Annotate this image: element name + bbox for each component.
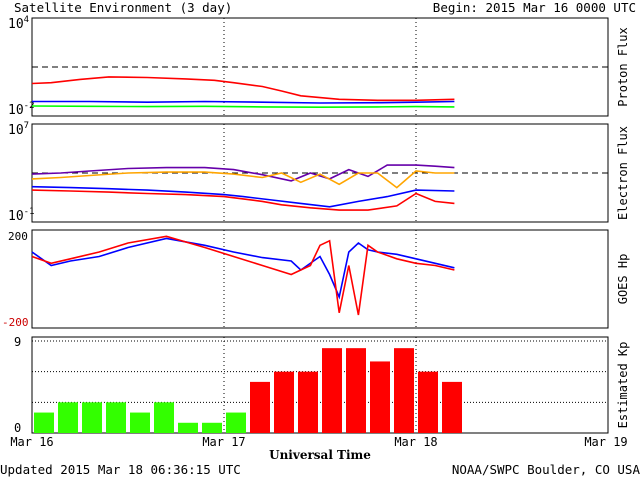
proton-series-green	[31, 105, 455, 109]
kp-bar	[82, 402, 102, 433]
kp-bar	[322, 348, 342, 433]
xtick-mar18: Mar 18	[394, 435, 437, 449]
electron-ytick-top: 107	[8, 121, 29, 138]
xaxis-title: Universal Time	[269, 448, 371, 462]
kp-bar	[178, 422, 198, 433]
electron-ylabel: Electron Flux	[616, 126, 630, 220]
kp-ylabel: Estimated Kp	[616, 342, 630, 429]
xtick-mar19: Mar 19	[584, 435, 627, 449]
electron-series-purple	[31, 164, 455, 182]
proton-ytick-top: 104	[8, 15, 29, 32]
kp-bar	[370, 361, 390, 433]
hp-ytick-top: 200	[8, 230, 28, 243]
credit-text: NOAA/SWPC Boulder, CO USA	[451, 462, 640, 477]
kp-bar	[250, 381, 270, 433]
kp-bar	[274, 371, 294, 433]
electron-ytick-bottom: 10-1	[8, 207, 35, 224]
proton-series-blue	[32, 100, 455, 104]
kp-bar	[34, 412, 54, 433]
kp-ytick-top: 9	[14, 335, 21, 349]
kp-bar	[298, 371, 318, 433]
kp-bar	[346, 348, 366, 433]
xtick-mar17: Mar 17	[202, 435, 245, 449]
kp-bar	[202, 422, 222, 433]
electron-series-orange	[31, 170, 455, 189]
proton-ylabel: Proton Flux	[616, 27, 630, 106]
series-layer	[31, 66, 608, 433]
kp-grid	[32, 340, 608, 403]
xtick-mar16: Mar 16	[10, 435, 53, 449]
kp-bar	[442, 381, 462, 433]
kp-bar	[58, 402, 78, 433]
electron-series-red	[31, 189, 455, 211]
hp-panel-frame	[31, 229, 609, 329]
kp-bar	[226, 412, 246, 433]
kp-ytick-bottom: 0	[14, 421, 21, 435]
kp-bar	[106, 402, 126, 433]
kp-bar	[394, 348, 414, 433]
electron-series-blue	[31, 185, 455, 208]
hp-ylabel: GOES Hp	[616, 254, 630, 305]
kp-panel-frame	[31, 336, 609, 434]
kp-bar	[130, 412, 150, 433]
kp-bar	[154, 402, 174, 433]
kp-bar	[418, 371, 438, 433]
chart-title: Satellite Environment (3 day)	[14, 0, 233, 15]
goes-hp-series-red	[31, 235, 455, 316]
proton-ytick-bottom: 10-2	[8, 101, 35, 118]
updated-timestamp: Updated 2015 Mar 18 06:36:15 UTC	[0, 462, 241, 477]
goes-hp-series-blue	[31, 237, 455, 300]
begin-time: Begin: 2015 Mar 16 0000 UTC	[432, 0, 636, 15]
proton-series-red	[31, 76, 455, 102]
hp-ytick-bottom: -200	[2, 316, 29, 329]
